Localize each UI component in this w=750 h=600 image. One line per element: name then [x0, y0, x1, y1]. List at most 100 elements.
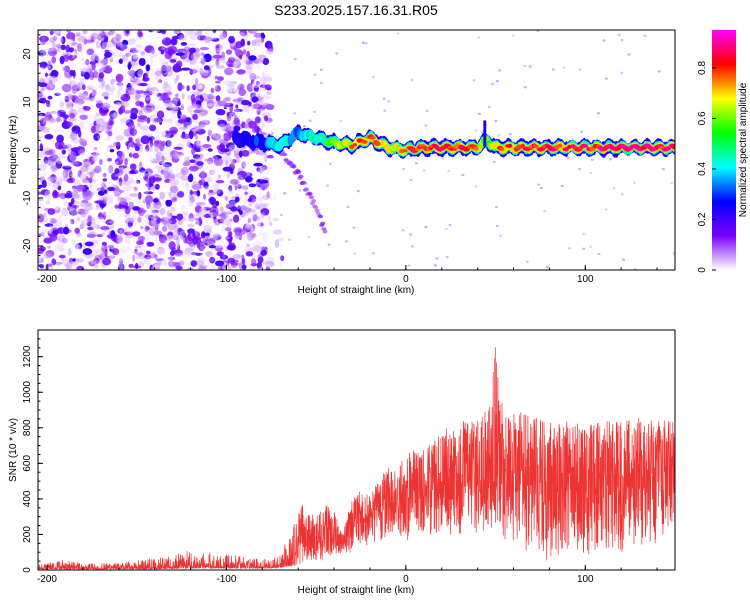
noise-speckle — [245, 70, 253, 75]
noise-speckle — [207, 200, 211, 210]
branch-mark — [301, 181, 307, 185]
noise-speckle — [171, 206, 176, 213]
noise-speckle — [274, 64, 279, 72]
noise-speckle — [617, 33, 621, 37]
noise-speckle — [262, 95, 268, 101]
noise-speckle — [76, 265, 85, 270]
noise-speckle — [201, 119, 209, 124]
noise-speckle — [266, 248, 270, 256]
noise-speckle — [93, 132, 101, 141]
noise-speckle — [172, 153, 181, 160]
noise-speckle — [148, 143, 153, 152]
noise-speckle — [38, 113, 44, 121]
noise-speckle — [163, 240, 170, 246]
noise-speckle — [196, 161, 204, 167]
noise-speckle — [209, 264, 219, 270]
noise-speckle — [261, 121, 265, 129]
noise-speckle — [140, 244, 148, 250]
noise-speckle — [149, 153, 158, 161]
noise-speckle — [174, 200, 184, 209]
noise-speckle — [252, 79, 261, 89]
noise-speckle — [96, 187, 104, 192]
noise-speckle — [79, 209, 89, 215]
noise-speckle — [55, 244, 61, 252]
noise-speckle — [119, 157, 126, 162]
noise-speckle — [494, 119, 498, 123]
noise-speckle — [71, 64, 79, 72]
noise-speckle — [168, 191, 175, 200]
noise-speckle — [204, 158, 209, 162]
noise-speckle — [42, 120, 47, 125]
noise-speckle — [69, 42, 80, 46]
noise-speckle — [211, 113, 217, 123]
noise-speckle — [207, 103, 217, 108]
noise-speckle — [254, 233, 261, 242]
noise-speckle — [382, 97, 386, 100]
noise-speckle — [162, 162, 172, 168]
noise-speckle — [179, 114, 186, 118]
noise-speckle — [434, 264, 437, 267]
colorbar-tick-label: 0.2 — [697, 212, 708, 226]
noise-speckle — [106, 120, 114, 126]
noise-speckle — [94, 207, 103, 212]
noise-speckle — [241, 99, 250, 106]
noise-speckle — [228, 199, 237, 205]
noise-speckle — [139, 247, 144, 251]
noise-speckle — [234, 47, 241, 56]
noise-speckle — [47, 177, 53, 187]
noise-speckle — [224, 227, 232, 232]
noise-speckle — [49, 232, 58, 242]
noise-speckle — [65, 224, 69, 228]
noise-speckle — [492, 160, 496, 164]
noise-speckle — [166, 210, 171, 218]
noise-speckle — [98, 244, 105, 249]
noise-speckle — [161, 225, 168, 232]
noise-speckle — [181, 232, 187, 238]
noise-speckle — [239, 30, 248, 37]
noise-speckle — [148, 133, 153, 138]
noise-speckle — [85, 93, 90, 101]
noise-speckle — [578, 68, 582, 72]
noise-speckle — [497, 134, 501, 137]
noise-speckle — [107, 244, 115, 250]
noise-speckle — [222, 80, 233, 86]
noise-speckle — [87, 231, 98, 238]
noise-speckle — [121, 245, 130, 253]
noise-speckle — [52, 191, 60, 199]
noise-speckle — [59, 101, 65, 109]
ridge-mark — [483, 143, 487, 148]
noise-speckle — [164, 167, 170, 172]
noise-speckle — [53, 180, 60, 189]
noise-speckle — [261, 211, 265, 219]
noise-speckle — [94, 254, 103, 260]
y-tick-label: 1000 — [22, 381, 33, 404]
noise-speckle — [140, 82, 148, 87]
noise-speckle — [77, 35, 87, 43]
noise-speckle — [178, 126, 189, 130]
noise-speckle — [97, 212, 104, 220]
noise-speckle — [131, 85, 137, 91]
noise-speckle — [163, 170, 170, 180]
noise-speckle — [222, 223, 229, 229]
noise-speckle — [124, 77, 135, 83]
noise-speckle — [94, 54, 104, 62]
noise-speckle — [188, 47, 196, 54]
noise-speckle — [191, 245, 197, 251]
x-tick-label: -100 — [216, 274, 236, 285]
noise-speckle — [252, 66, 262, 73]
noise-speckle — [148, 155, 154, 163]
noise-speckle — [105, 85, 116, 92]
noise-speckle — [245, 168, 255, 173]
noise-speckle — [222, 174, 229, 178]
noise-speckle — [90, 83, 100, 91]
noise-speckle — [195, 195, 200, 200]
noise-speckle — [124, 158, 128, 166]
noise-speckle — [189, 108, 194, 117]
noise-speckle — [200, 203, 209, 209]
noise-speckle — [279, 213, 283, 217]
noise-speckle — [53, 152, 63, 161]
noise-speckle — [92, 182, 99, 187]
noise-speckle — [76, 217, 81, 222]
noise-speckle — [214, 244, 222, 249]
noise-speckle — [194, 226, 198, 236]
